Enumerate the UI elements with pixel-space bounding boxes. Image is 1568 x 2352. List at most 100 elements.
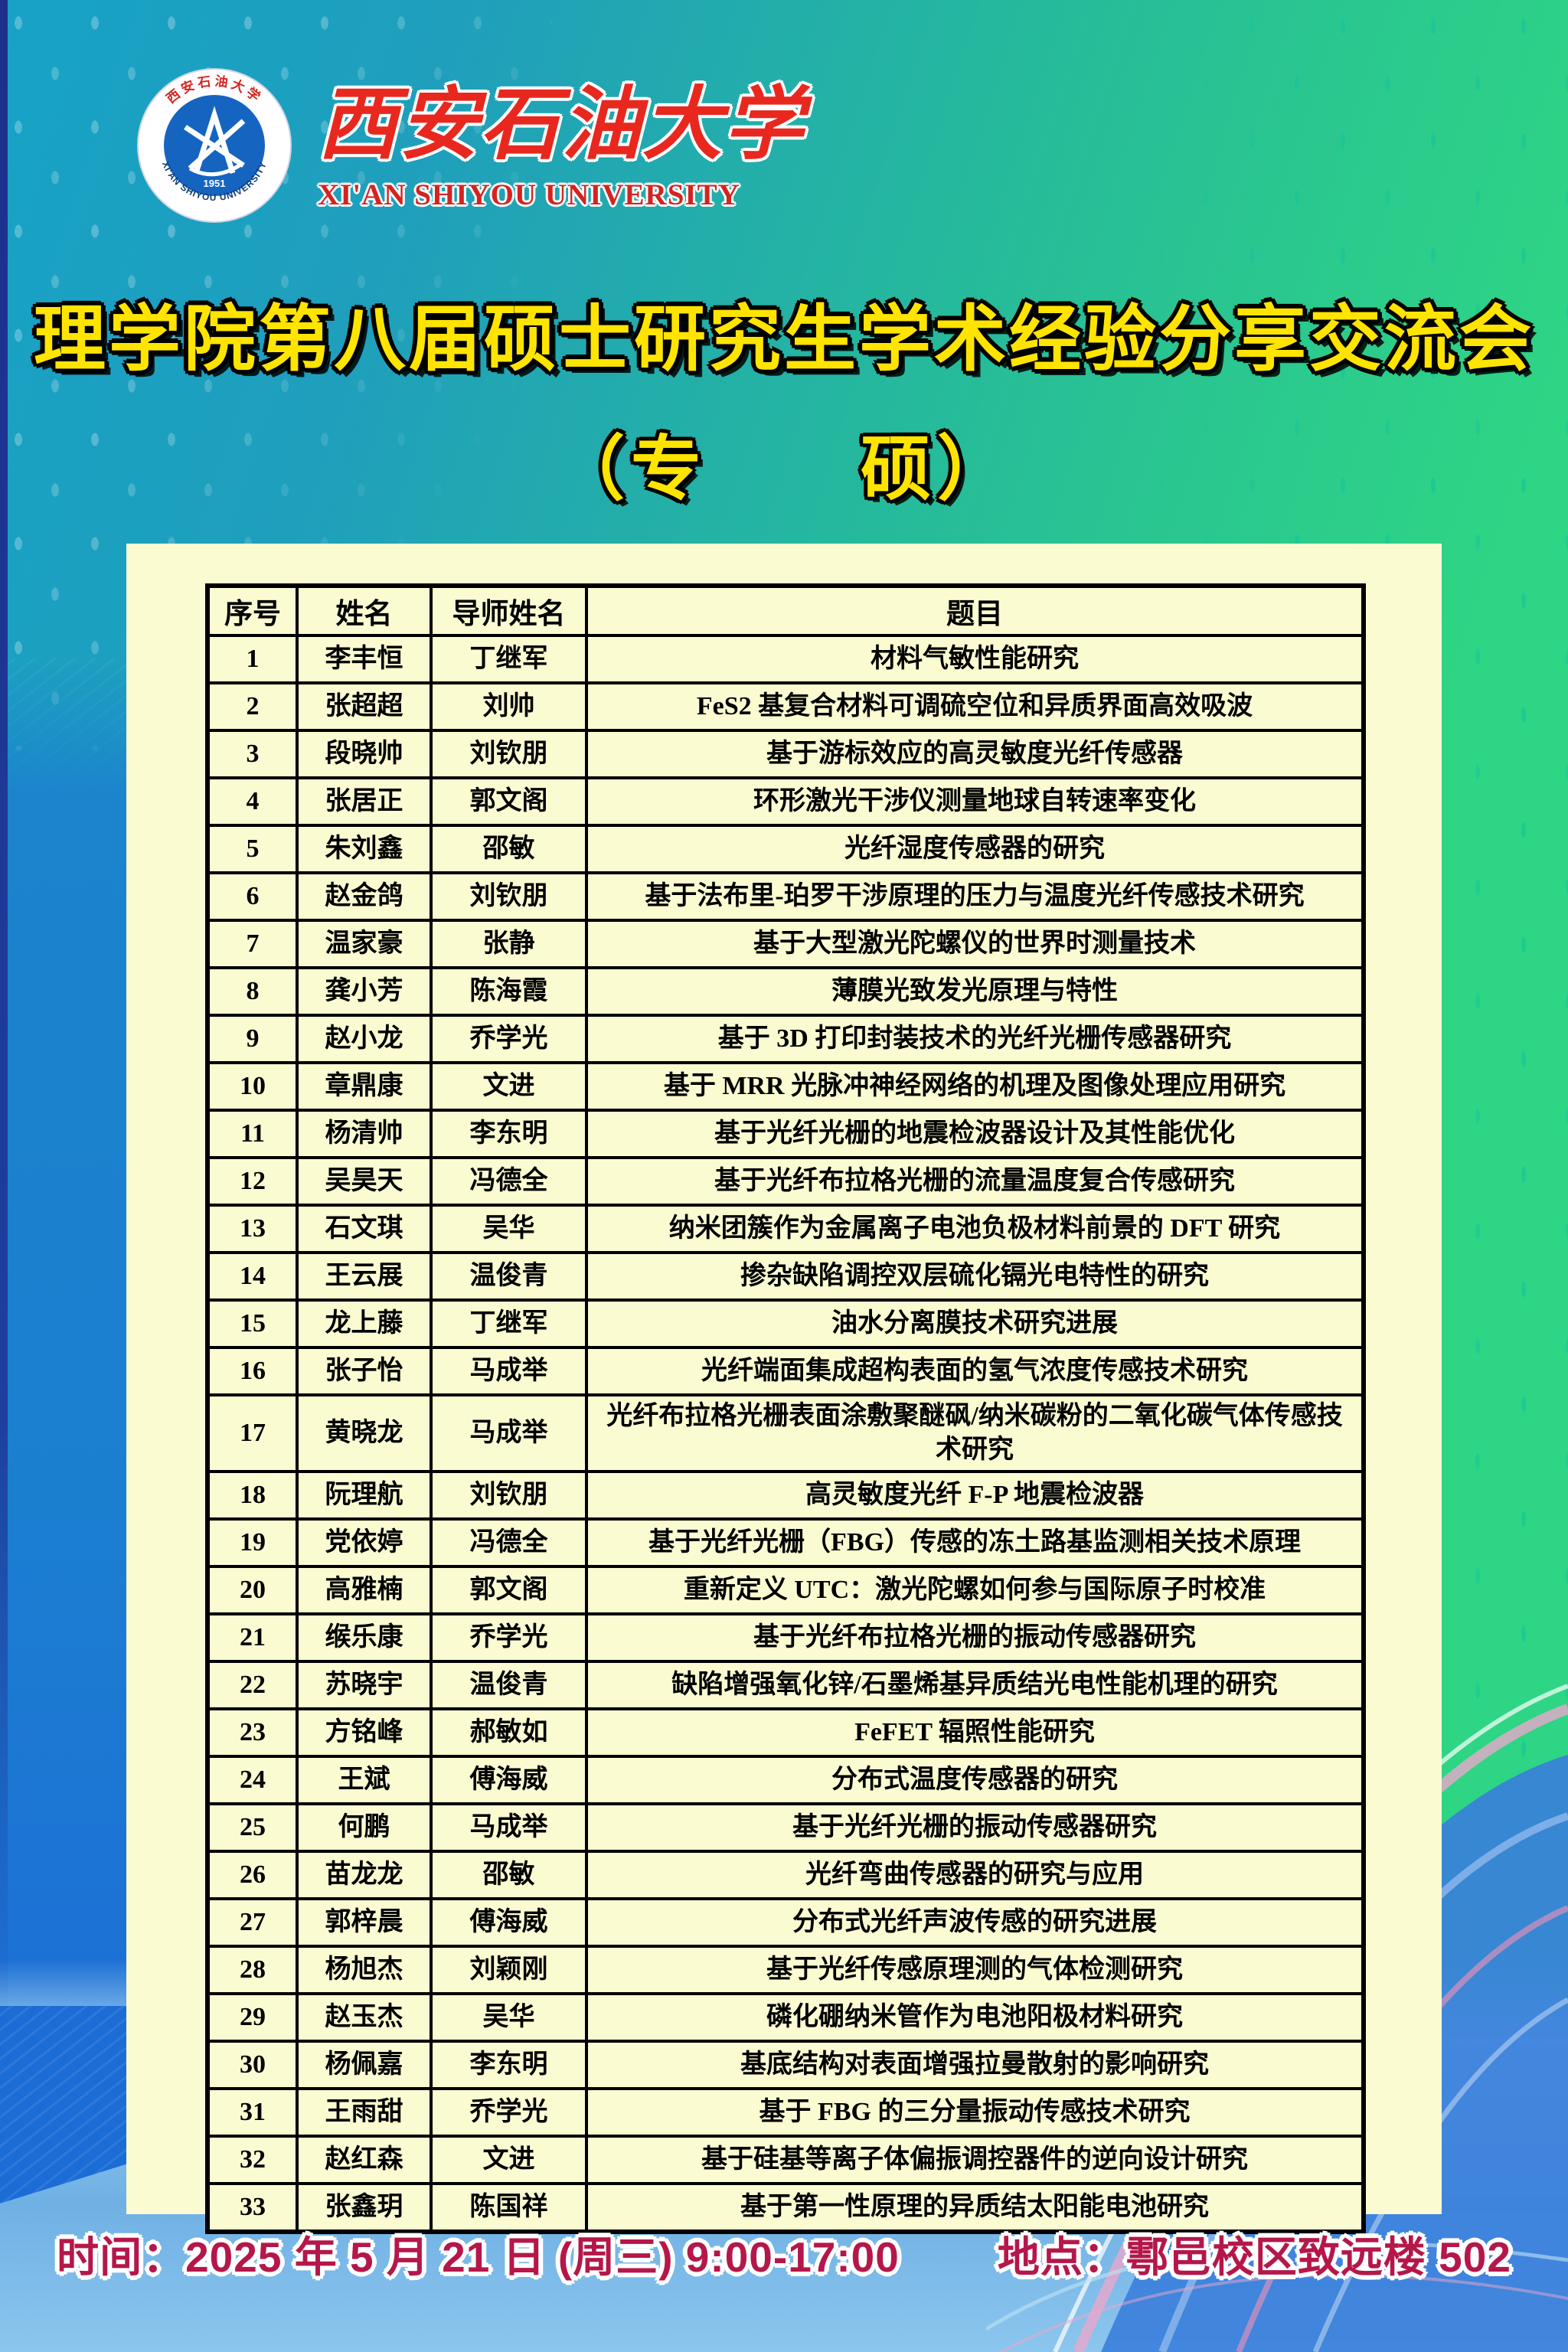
- table-row: 14 王云展 温俊青 掺杂缺陷调控双层硫化镉光电特性的研究: [206, 1251, 1365, 1302]
- row-number-cell: 27: [206, 1897, 299, 1948]
- topic-title-cell: 基于光纤布拉格光栅的流量温度复合传感研究: [585, 1156, 1365, 1207]
- university-name-block: 西安石油大学 XI'AN SHIYOU UNIVERSITY: [318, 70, 854, 213]
- row-number-cell: 1: [206, 634, 299, 684]
- topic-title-cell: 基于光纤传感原理测的气体检测研究: [585, 1945, 1365, 1995]
- topic-title-cell: 基于 3D 打印封装技术的光纤光栅传感器研究: [585, 1014, 1365, 1064]
- topic-title-cell: 光纤弯曲传感器的研究与应用: [585, 1850, 1365, 1900]
- table-row: 31 王雨甜 乔学光 基于 FBG 的三分量振动传感技术研究: [206, 2087, 1365, 2138]
- student-name-cell: 杨清帅: [296, 1109, 433, 1159]
- row-number-cell: 9: [206, 1014, 299, 1064]
- advisor-name-cell: 冯德全: [430, 1156, 588, 1207]
- advisor-name-cell: 陈海霞: [430, 966, 588, 1017]
- advisor-name-cell: 刘钦朋: [430, 729, 588, 779]
- row-number-cell: 10: [206, 1061, 299, 1112]
- advisor-name-cell: 邵敏: [430, 1850, 588, 1900]
- topic-title-cell: 磷化硼纳米管作为电池阳极材料研究: [585, 1992, 1365, 2043]
- row-number-cell: 24: [206, 1755, 299, 1805]
- footer-time: 时间：2025 年 5 月 21 日 (周三) 9:00-17:00: [57, 2233, 900, 2281]
- advisor-name-cell: 郝敏如: [430, 1707, 588, 1758]
- student-name-cell: 张超超: [296, 681, 433, 732]
- row-number-cell: 12: [206, 1156, 299, 1207]
- student-name-cell: 杨佩嘉: [296, 2040, 433, 2090]
- row-number-cell: 15: [206, 1298, 299, 1349]
- student-name-cell: 朱刘鑫: [296, 824, 433, 874]
- table-header-cell-advisor: 导师姓名: [430, 584, 588, 637]
- advisor-name-cell: 温俊青: [430, 1660, 588, 1710]
- row-number-cell: 23: [206, 1707, 299, 1758]
- table-header-cell-name: 姓名: [296, 584, 433, 637]
- topic-title-cell: 掺杂缺陷调控双层硫化镉光电特性的研究: [585, 1251, 1365, 1302]
- table-header-cell-no: 序号: [206, 584, 299, 637]
- row-number-cell: 7: [206, 919, 299, 969]
- topic-title-cell: 分布式光纤声波传感的研究进展: [585, 1897, 1365, 1948]
- topic-title-cell: FeS2 基复合材料可调硫空位和异质界面高效吸波: [585, 681, 1365, 732]
- advisor-name-cell: 冯德全: [430, 1517, 588, 1568]
- table-row: 16 张子怡 马成举 光纤端面集成超构表面的氢气浓度传感技术研究: [206, 1346, 1365, 1396]
- student-name-cell: 王云展: [296, 1251, 433, 1302]
- topic-title-cell: 基于法布里-珀罗干涉原理的压力与温度光纤传感技术研究: [585, 871, 1365, 922]
- student-name-cell: 章鼎康: [296, 1061, 433, 1112]
- university-name-en: XI'AN SHIYOU UNIVERSITY: [318, 178, 740, 211]
- table-row: 2 张超超 刘帅 FeS2 基复合材料可调硫空位和异质界面高效吸波: [206, 681, 1365, 732]
- table-row: 22 苏晓宇 温俊青 缺陷增强氧化锌/石墨烯基异质结光电性能机理的研究: [206, 1660, 1365, 1710]
- topic-title-cell: 基于光纤光栅（FBG）传感的冻土路基监测相关技术原理: [585, 1517, 1365, 1568]
- advisor-name-cell: 文进: [430, 1061, 588, 1112]
- advisor-name-cell: 马成举: [430, 1346, 588, 1396]
- row-number-cell: 21: [206, 1612, 299, 1663]
- footer-location: 地点：鄠邑校区致远楼 502: [997, 2233, 1511, 2281]
- advisor-name-cell: 丁继军: [430, 634, 588, 684]
- student-name-cell: 郭梓晨: [296, 1897, 433, 1948]
- university-logo: 1951 西安石油大学 XI'AN SHIYOU UNIVERSITY: [136, 67, 292, 224]
- table-row: 11 杨清帅 李东明 基于光纤光栅的地震检波器设计及其性能优化: [206, 1109, 1365, 1159]
- topic-title-cell: 基于 MRR 光脉冲神经网络的机理及图像处理应用研究: [585, 1061, 1365, 1112]
- advisor-name-cell: 文进: [430, 2135, 588, 2185]
- topic-title-cell: 环形激光干涉仪测量地球自转速率变化: [585, 776, 1365, 827]
- schedule-table: 序号 姓名 导师姓名 题目 1 李丰恒 丁继军 材料气敏性能研究 2 张超超 刘帅 FeS2 …: [205, 583, 1366, 2234]
- table-row: 6 赵金鸽 刘钦朋 基于法布里-珀罗干涉原理的压力与温度光纤传感技术研究: [206, 871, 1365, 922]
- topic-title-cell: 重新定义 UTC：激光陀螺如何参与国际原子时校准: [585, 1565, 1365, 1615]
- row-number-cell: 25: [206, 1802, 299, 1853]
- topic-title-cell: 光纤布拉格光栅表面涂敷聚醚砜/纳米碳粉的二氧化碳气体传感技术研究: [585, 1393, 1365, 1473]
- topic-title-cell: 光纤湿度传感器的研究: [585, 824, 1365, 874]
- row-number-cell: 26: [206, 1850, 299, 1900]
- student-name-cell: 阮理航: [296, 1470, 433, 1521]
- advisor-name-cell: 刘钦朋: [430, 871, 588, 922]
- table-row: 32 赵红森 文进 基于硅基等离子体偏振调控器件的逆向设计研究: [206, 2135, 1365, 2185]
- topic-title-cell: 基于光纤光栅的地震检波器设计及其性能优化: [585, 1109, 1365, 1159]
- table-row: 18 阮理航 刘钦朋 高灵敏度光纤 F-P 地震检波器: [206, 1470, 1365, 1521]
- student-name-cell: 赵红森: [296, 2135, 433, 2185]
- table-row: 17 黄晓龙 马成举 光纤布拉格光栅表面涂敷聚醚砜/纳米碳粉的二氧化碳气体传感技术研究: [206, 1393, 1365, 1473]
- row-number-cell: 29: [206, 1992, 299, 2043]
- topic-title-cell: 高灵敏度光纤 F-P 地震检波器: [585, 1470, 1365, 1521]
- table-row: 25 何鹏 马成举 基于光纤光栅的振动传感器研究: [206, 1802, 1365, 1853]
- advisor-name-cell: 郭文阁: [430, 1565, 588, 1615]
- advisor-name-cell: 李东明: [430, 2040, 588, 2090]
- row-number-cell: 13: [206, 1204, 299, 1254]
- advisor-name-cell: 李东明: [430, 1109, 588, 1159]
- table-row: 3 段晓帅 刘钦朋 基于游标效应的高灵敏度光纤传感器: [206, 729, 1365, 779]
- advisor-name-cell: 刘钦朋: [430, 1470, 588, 1521]
- row-number-cell: 16: [206, 1346, 299, 1396]
- table-row: 19 党依婷 冯德全 基于光纤光栅（FBG）传感的冻土路基监测相关技术原理: [206, 1517, 1365, 1568]
- topic-title-cell: 基于光纤布拉格光栅的振动传感器研究: [585, 1612, 1365, 1663]
- table-row: 5 朱刘鑫 邵敏 光纤湿度传感器的研究: [206, 824, 1365, 874]
- row-number-cell: 2: [206, 681, 299, 732]
- advisor-name-cell: 刘帅: [430, 681, 588, 732]
- topic-title-cell: 基底结构对表面增强拉曼散射的影响研究: [585, 2040, 1365, 2090]
- student-name-cell: 赵金鸽: [296, 871, 433, 922]
- topic-title-cell: FeFET 辐照性能研究: [585, 1707, 1365, 1758]
- row-number-cell: 11: [206, 1109, 299, 1159]
- advisor-name-cell: 丁继军: [430, 1298, 588, 1349]
- student-name-cell: 李丰恒: [296, 634, 433, 684]
- student-name-cell: 张子怡: [296, 1346, 433, 1396]
- topic-title-cell: 油水分离膜技术研究进展: [585, 1298, 1365, 1349]
- student-name-cell: 何鹏: [296, 1802, 433, 1853]
- advisor-name-cell: 吴华: [430, 1992, 588, 2043]
- table-row: 13 石文琪 吴华 纳米团簇作为金属离子电池负极材料前景的 DFT 研究: [206, 1204, 1365, 1254]
- schedule-table-body: 1 李丰恒 丁继军 材料气敏性能研究 2 张超超 刘帅 FeS2 基复合材料可调硫空位和异质界…: [206, 634, 1365, 2233]
- student-name-cell: 温家豪: [296, 919, 433, 969]
- row-number-cell: 17: [206, 1393, 299, 1473]
- row-number-cell: 18: [206, 1470, 299, 1521]
- student-name-cell: 苗龙龙: [296, 1850, 433, 1900]
- topic-title-cell: 分布式温度传感器的研究: [585, 1755, 1365, 1805]
